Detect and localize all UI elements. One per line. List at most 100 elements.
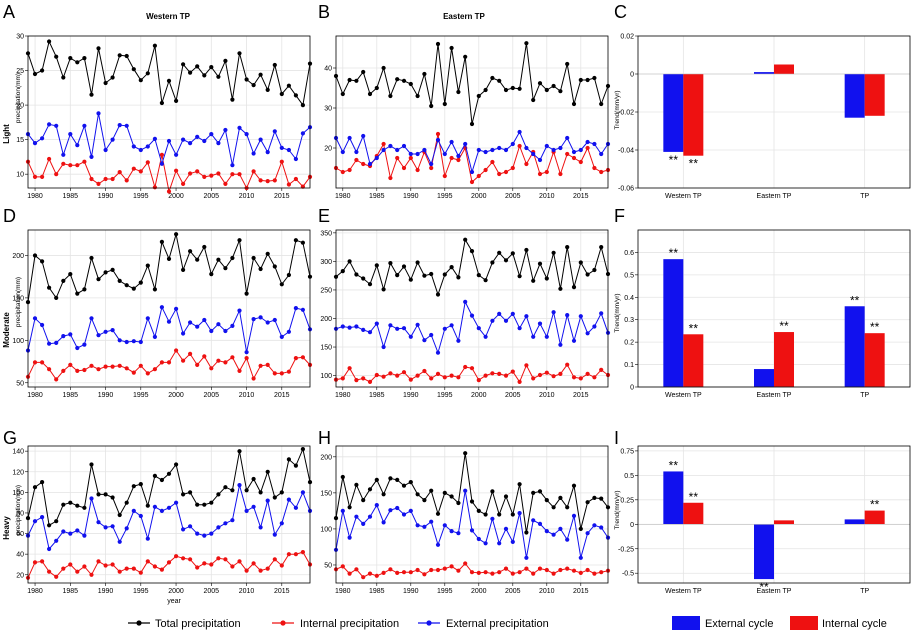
panel-f-ytick-label: 0.1 <box>624 362 634 369</box>
panel-i-bar-1 <box>774 520 794 525</box>
panel-c-bar-0 <box>844 74 865 118</box>
panel-a-series-0-point <box>32 71 38 77</box>
panel-letter-g: G <box>3 428 17 448</box>
panel-d-series-1-point <box>131 370 136 375</box>
panel-a: 1980 1985 1990 1995 2000 2005 2010 2015 10 15 20 25… <box>16 34 313 200</box>
panel-d-series-0-point <box>279 282 284 287</box>
panel-d-series-2-point <box>244 350 249 355</box>
panel-h-series-0-point <box>503 494 509 499</box>
panel-d-series-0-point <box>188 249 193 254</box>
panel-d-series-0-point <box>181 267 186 272</box>
panel-d-series-0-point <box>131 286 136 291</box>
panel-h-series-0-point <box>571 483 577 488</box>
panel-f-category-label: TP <box>860 392 869 399</box>
panel-d-series-2-point <box>237 308 242 313</box>
row-label-heavy: Heavy <box>2 516 11 540</box>
panel-h-series-0-point <box>551 505 556 510</box>
panel-a-series-0-point <box>258 72 263 77</box>
panel-c-bar-0 <box>754 72 774 74</box>
panel-b-xtick-label: 1985 <box>369 193 385 200</box>
panel-d-series-1-point <box>216 358 221 363</box>
panel-a-series-2-point <box>237 125 242 130</box>
panel-f-ytick-label: 0.2 <box>624 340 634 347</box>
panel-e-series-0-point <box>524 247 529 253</box>
panel-f-bar-1 <box>774 332 794 387</box>
panel-h-series-0-point <box>449 494 454 499</box>
panel-d-series-1-point <box>40 360 45 365</box>
panel-i-category-label: Western TP <box>665 588 702 595</box>
panel-h-series-2-point <box>599 525 604 530</box>
panel-b-series-2-point <box>422 147 427 153</box>
panel-a-series-0-point <box>159 100 164 106</box>
panel-g-series-2-point <box>40 515 45 520</box>
panel-d-series-2-point <box>124 339 129 345</box>
panel-a-series-2-point <box>124 123 129 128</box>
panel-e-series-0-point <box>483 278 488 283</box>
panel-b-xtick-label: 2010 <box>539 193 555 200</box>
panel-g-series-2-point <box>286 497 291 502</box>
panel-a-series-1-point <box>82 159 87 164</box>
panel-b: 1980 1985 1990 1995 2000 2005 2010 2015 20 30 40 <box>324 35 611 200</box>
panel-e-series-1-point <box>537 372 543 378</box>
panel-b-series-0-point <box>463 54 468 59</box>
panel-a-series-2-point <box>174 152 179 157</box>
panel-b-series-2-point <box>354 149 359 155</box>
panel-d-series-0-point <box>89 255 94 261</box>
panel-d-series-2-point <box>166 319 172 324</box>
panel-e-series-0-point <box>565 245 570 250</box>
panel-i-ytick-label: 0.75 <box>620 448 634 455</box>
panel-a-series-0-point <box>54 54 59 59</box>
panel-b-series-2-point <box>599 151 604 157</box>
panel-e-series-0-point <box>354 272 359 277</box>
panel-e-xtick-label: 2010 <box>539 392 555 399</box>
panel-f-bar-1 <box>864 333 885 387</box>
panel-h-series-0-point <box>340 474 345 480</box>
panel-a-series-0-point <box>47 39 52 44</box>
panel-e-ytick-label: 200 <box>320 316 332 323</box>
panel-d-series-2-point <box>279 334 284 339</box>
panel-g-series-2-point <box>216 525 221 530</box>
panel-d-series-1-point <box>293 356 298 361</box>
panel-d-series-2-point <box>174 306 179 311</box>
panel-d-series-0-point <box>103 270 108 275</box>
panel-g-series-1-point <box>75 569 80 574</box>
panel-h-series-1-point <box>592 571 597 576</box>
panel-d-series-2-point <box>300 307 305 312</box>
legend-total-label: Total precipitation <box>155 618 241 630</box>
panel-h-series-2-point <box>388 508 393 513</box>
panel-h-series-0-point <box>395 477 400 482</box>
panel-d-series-2-point <box>96 333 101 338</box>
panel-d-series-0-point <box>61 278 66 283</box>
panel-a-series-1-point <box>166 189 172 194</box>
panel-d-xtick-label: 2010 <box>239 392 255 399</box>
panel-h-series-2-point <box>354 514 359 519</box>
panel-a-frame <box>27 35 311 189</box>
panel-b-series-0-point <box>565 61 570 67</box>
panel-h-series-1-point <box>483 570 488 575</box>
panel-b-series-1-point <box>442 173 447 179</box>
panel-b-series-2-point <box>374 155 379 161</box>
panel-h-series-0-point <box>531 490 536 495</box>
panel-h-series-0-point <box>524 530 529 535</box>
panel-d-series-0-point <box>54 295 59 300</box>
panel-i-significance-label: ** <box>669 458 679 472</box>
panel-h-series-1-point <box>381 570 386 576</box>
panel-a-series-2-point <box>75 143 80 148</box>
panel-e-series-2-point <box>354 324 359 329</box>
panel-b-series-0-point <box>551 83 556 89</box>
panel-g-series-2-point <box>110 524 115 529</box>
panel-g-series-0-point <box>159 477 164 483</box>
panel-g-series-1-point <box>265 566 270 571</box>
panel-h-xtick-label: 1990 <box>403 588 419 595</box>
panel-e-series-1-point <box>592 375 597 380</box>
panel-a-series-0-point <box>300 103 305 108</box>
ts-ylabel-moderate: precipitation(mm) <box>15 277 22 327</box>
panel-a-series-1-point <box>54 172 59 177</box>
panel-d-series-1-point <box>152 367 157 372</box>
panel-d-ytick-label: 150 <box>12 295 24 302</box>
panel-h-series-1-point <box>408 570 413 575</box>
panel-b-series-1-point <box>388 175 393 181</box>
panel-d-series-1-point <box>110 364 115 369</box>
panel-a-series-0-point <box>40 68 45 73</box>
panel-b-series-2-point <box>503 147 509 153</box>
